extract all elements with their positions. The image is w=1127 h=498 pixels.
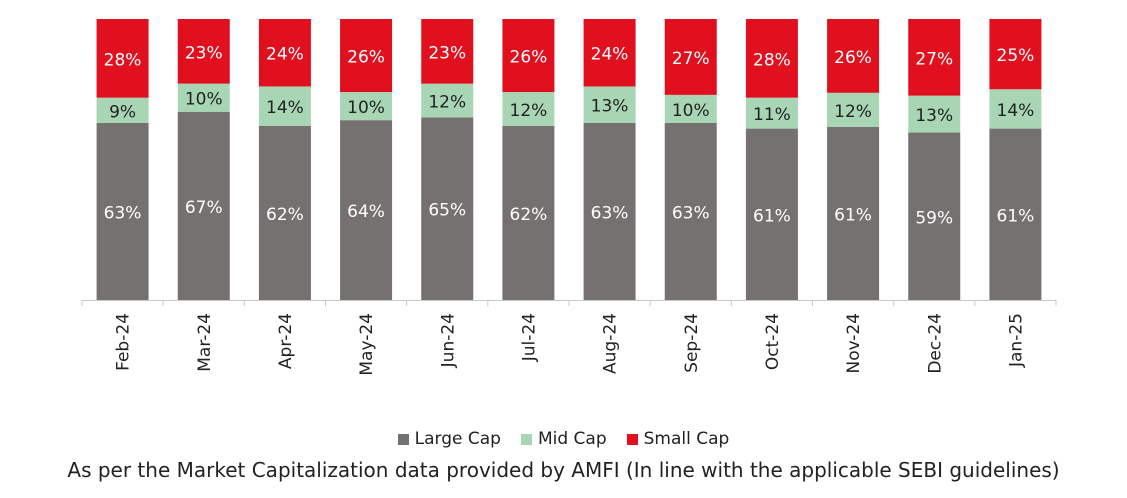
bar-large-cap-may-24 bbox=[340, 120, 393, 300]
bar-small-cap-oct-24 bbox=[745, 19, 798, 98]
x-tick-label-sep-24: Sep-24 bbox=[682, 313, 702, 373]
bar-large-cap-jan-25 bbox=[989, 128, 1042, 300]
bar-large-cap-feb-24 bbox=[96, 122, 149, 300]
bar-mid-cap-nov-24 bbox=[827, 92, 880, 127]
data-label-large-cap-dec-24: 59% bbox=[915, 208, 953, 228]
data-label-small-cap-jul-24: 26% bbox=[510, 48, 548, 68]
legend-item-large-cap: Large Cap bbox=[397, 429, 501, 449]
bar-mid-cap-mar-24 bbox=[177, 83, 230, 112]
bar-large-cap-aug-24 bbox=[583, 122, 636, 300]
legend-item-small-cap: Small Cap bbox=[626, 429, 730, 449]
data-label-mid-cap-jun-24: 12% bbox=[428, 92, 466, 112]
x-tick-label-oct-24: Oct-24 bbox=[763, 313, 783, 370]
data-label-small-cap-oct-24: 28% bbox=[753, 50, 791, 70]
legend-label-mid-cap: Mid Cap bbox=[537, 429, 607, 449]
bar-mid-cap-may-24 bbox=[340, 92, 393, 121]
data-label-large-cap-mar-24: 67% bbox=[185, 198, 223, 218]
bar-small-cap-apr-24 bbox=[258, 19, 311, 87]
bar-large-cap-apr-24 bbox=[258, 125, 311, 300]
data-label-mid-cap-aug-24: 13% bbox=[591, 97, 629, 117]
data-label-small-cap-feb-24: 28% bbox=[104, 50, 142, 70]
bar-small-cap-dec-24 bbox=[908, 19, 961, 96]
bar-mid-cap-dec-24 bbox=[908, 95, 961, 133]
data-label-large-cap-nov-24: 61% bbox=[834, 205, 872, 225]
x-tick-label-aug-24: Aug-24 bbox=[601, 313, 621, 374]
data-label-small-cap-nov-24: 26% bbox=[834, 48, 872, 68]
bar-mid-cap-feb-24 bbox=[96, 97, 149, 123]
x-tick-label-nov-24: Nov-24 bbox=[844, 313, 864, 374]
data-label-mid-cap-nov-24: 12% bbox=[834, 102, 872, 122]
bar-large-cap-jul-24 bbox=[502, 125, 555, 300]
data-label-small-cap-may-24: 26% bbox=[347, 48, 385, 68]
data-label-large-cap-sep-24: 63% bbox=[672, 203, 710, 223]
data-label-large-cap-feb-24: 63% bbox=[104, 203, 142, 223]
data-label-large-cap-may-24: 64% bbox=[347, 202, 385, 222]
data-label-mid-cap-apr-24: 14% bbox=[266, 98, 304, 118]
data-label-large-cap-jun-24: 65% bbox=[428, 201, 466, 221]
stacked-bar-chart: 63% 9% 28% 67% 10% 23% 62% 14% 24% 64% 10% 26% 65% 12… bbox=[81, 19, 1057, 376]
data-label-small-cap-aug-24: 24% bbox=[591, 45, 629, 65]
bar-large-cap-jun-24 bbox=[421, 117, 474, 300]
legend-label-large-cap: Large Cap bbox=[414, 429, 501, 449]
bar-small-cap-jan-25 bbox=[989, 19, 1042, 90]
x-tick-label-feb-24: Feb-24 bbox=[114, 313, 134, 371]
data-label-mid-cap-jul-24: 12% bbox=[510, 101, 548, 121]
x-tick-label-dec-24: Dec-24 bbox=[925, 313, 945, 374]
bar-mid-cap-sep-24 bbox=[664, 94, 717, 123]
data-label-large-cap-oct-24: 61% bbox=[753, 206, 791, 226]
x-tick-label-apr-24: Apr-24 bbox=[276, 313, 296, 369]
bar-small-cap-sep-24 bbox=[664, 19, 717, 95]
bar-large-cap-mar-24 bbox=[177, 111, 230, 300]
legend-swatch-small-cap bbox=[626, 433, 638, 445]
data-label-mid-cap-jan-25: 14% bbox=[997, 101, 1035, 121]
legend-swatch-mid-cap bbox=[520, 433, 532, 445]
data-label-mid-cap-may-24: 10% bbox=[347, 98, 385, 118]
data-label-mid-cap-sep-24: 10% bbox=[672, 101, 710, 121]
x-tick-label-jul-24: Jul-24 bbox=[519, 313, 539, 362]
legend-swatch-large-cap bbox=[397, 433, 409, 445]
bar-mid-cap-jul-24 bbox=[502, 92, 555, 126]
bar-small-cap-jul-24 bbox=[502, 19, 555, 93]
bar-large-cap-oct-24 bbox=[745, 128, 798, 300]
data-label-large-cap-jan-25: 61% bbox=[997, 206, 1035, 226]
bar-small-cap-aug-24 bbox=[583, 19, 636, 87]
data-label-mid-cap-oct-24: 11% bbox=[753, 105, 791, 125]
data-label-small-cap-sep-24: 27% bbox=[672, 49, 710, 69]
data-label-small-cap-jan-25: 25% bbox=[997, 46, 1035, 66]
legend-label-small-cap: Small Cap bbox=[643, 429, 730, 449]
bar-mid-cap-jun-24 bbox=[421, 83, 474, 118]
bar-mid-cap-oct-24 bbox=[745, 97, 798, 129]
bar-mid-cap-jan-25 bbox=[989, 89, 1042, 129]
bar-small-cap-jun-24 bbox=[421, 19, 474, 84]
data-label-small-cap-dec-24: 27% bbox=[915, 49, 953, 69]
bar-small-cap-nov-24 bbox=[827, 19, 880, 93]
data-label-large-cap-apr-24: 62% bbox=[266, 205, 304, 225]
bar-mid-cap-aug-24 bbox=[583, 86, 636, 123]
bar-small-cap-may-24 bbox=[340, 19, 393, 93]
data-label-mid-cap-dec-24: 13% bbox=[915, 106, 953, 126]
legend-item-mid-cap: Mid Cap bbox=[520, 429, 607, 449]
x-tick-label-jan-25: Jan-25 bbox=[1006, 313, 1026, 368]
bar-small-cap-feb-24 bbox=[96, 19, 149, 98]
x-tick-label-may-24: May-24 bbox=[357, 313, 377, 376]
data-label-mid-cap-feb-24: 9% bbox=[109, 102, 136, 122]
x-tick-label-mar-24: Mar-24 bbox=[195, 313, 215, 372]
legend: Large Cap Mid Cap Small Cap bbox=[0, 429, 1127, 449]
source-note: As per the Market Capitalization data pr… bbox=[67, 458, 1060, 482]
bar-large-cap-nov-24 bbox=[827, 126, 880, 301]
data-label-small-cap-mar-24: 23% bbox=[185, 43, 223, 63]
bar-small-cap-mar-24 bbox=[177, 19, 230, 84]
data-label-small-cap-apr-24: 24% bbox=[266, 45, 304, 65]
bar-large-cap-sep-24 bbox=[664, 122, 717, 300]
data-label-large-cap-jul-24: 62% bbox=[510, 205, 548, 225]
data-label-mid-cap-mar-24: 10% bbox=[185, 90, 223, 110]
data-label-small-cap-jun-24: 23% bbox=[428, 43, 466, 63]
bar-large-cap-dec-24 bbox=[908, 132, 961, 300]
bar-mid-cap-apr-24 bbox=[258, 86, 311, 126]
x-tick-label-jun-24: Jun-24 bbox=[438, 313, 458, 368]
data-label-large-cap-aug-24: 63% bbox=[591, 203, 629, 223]
